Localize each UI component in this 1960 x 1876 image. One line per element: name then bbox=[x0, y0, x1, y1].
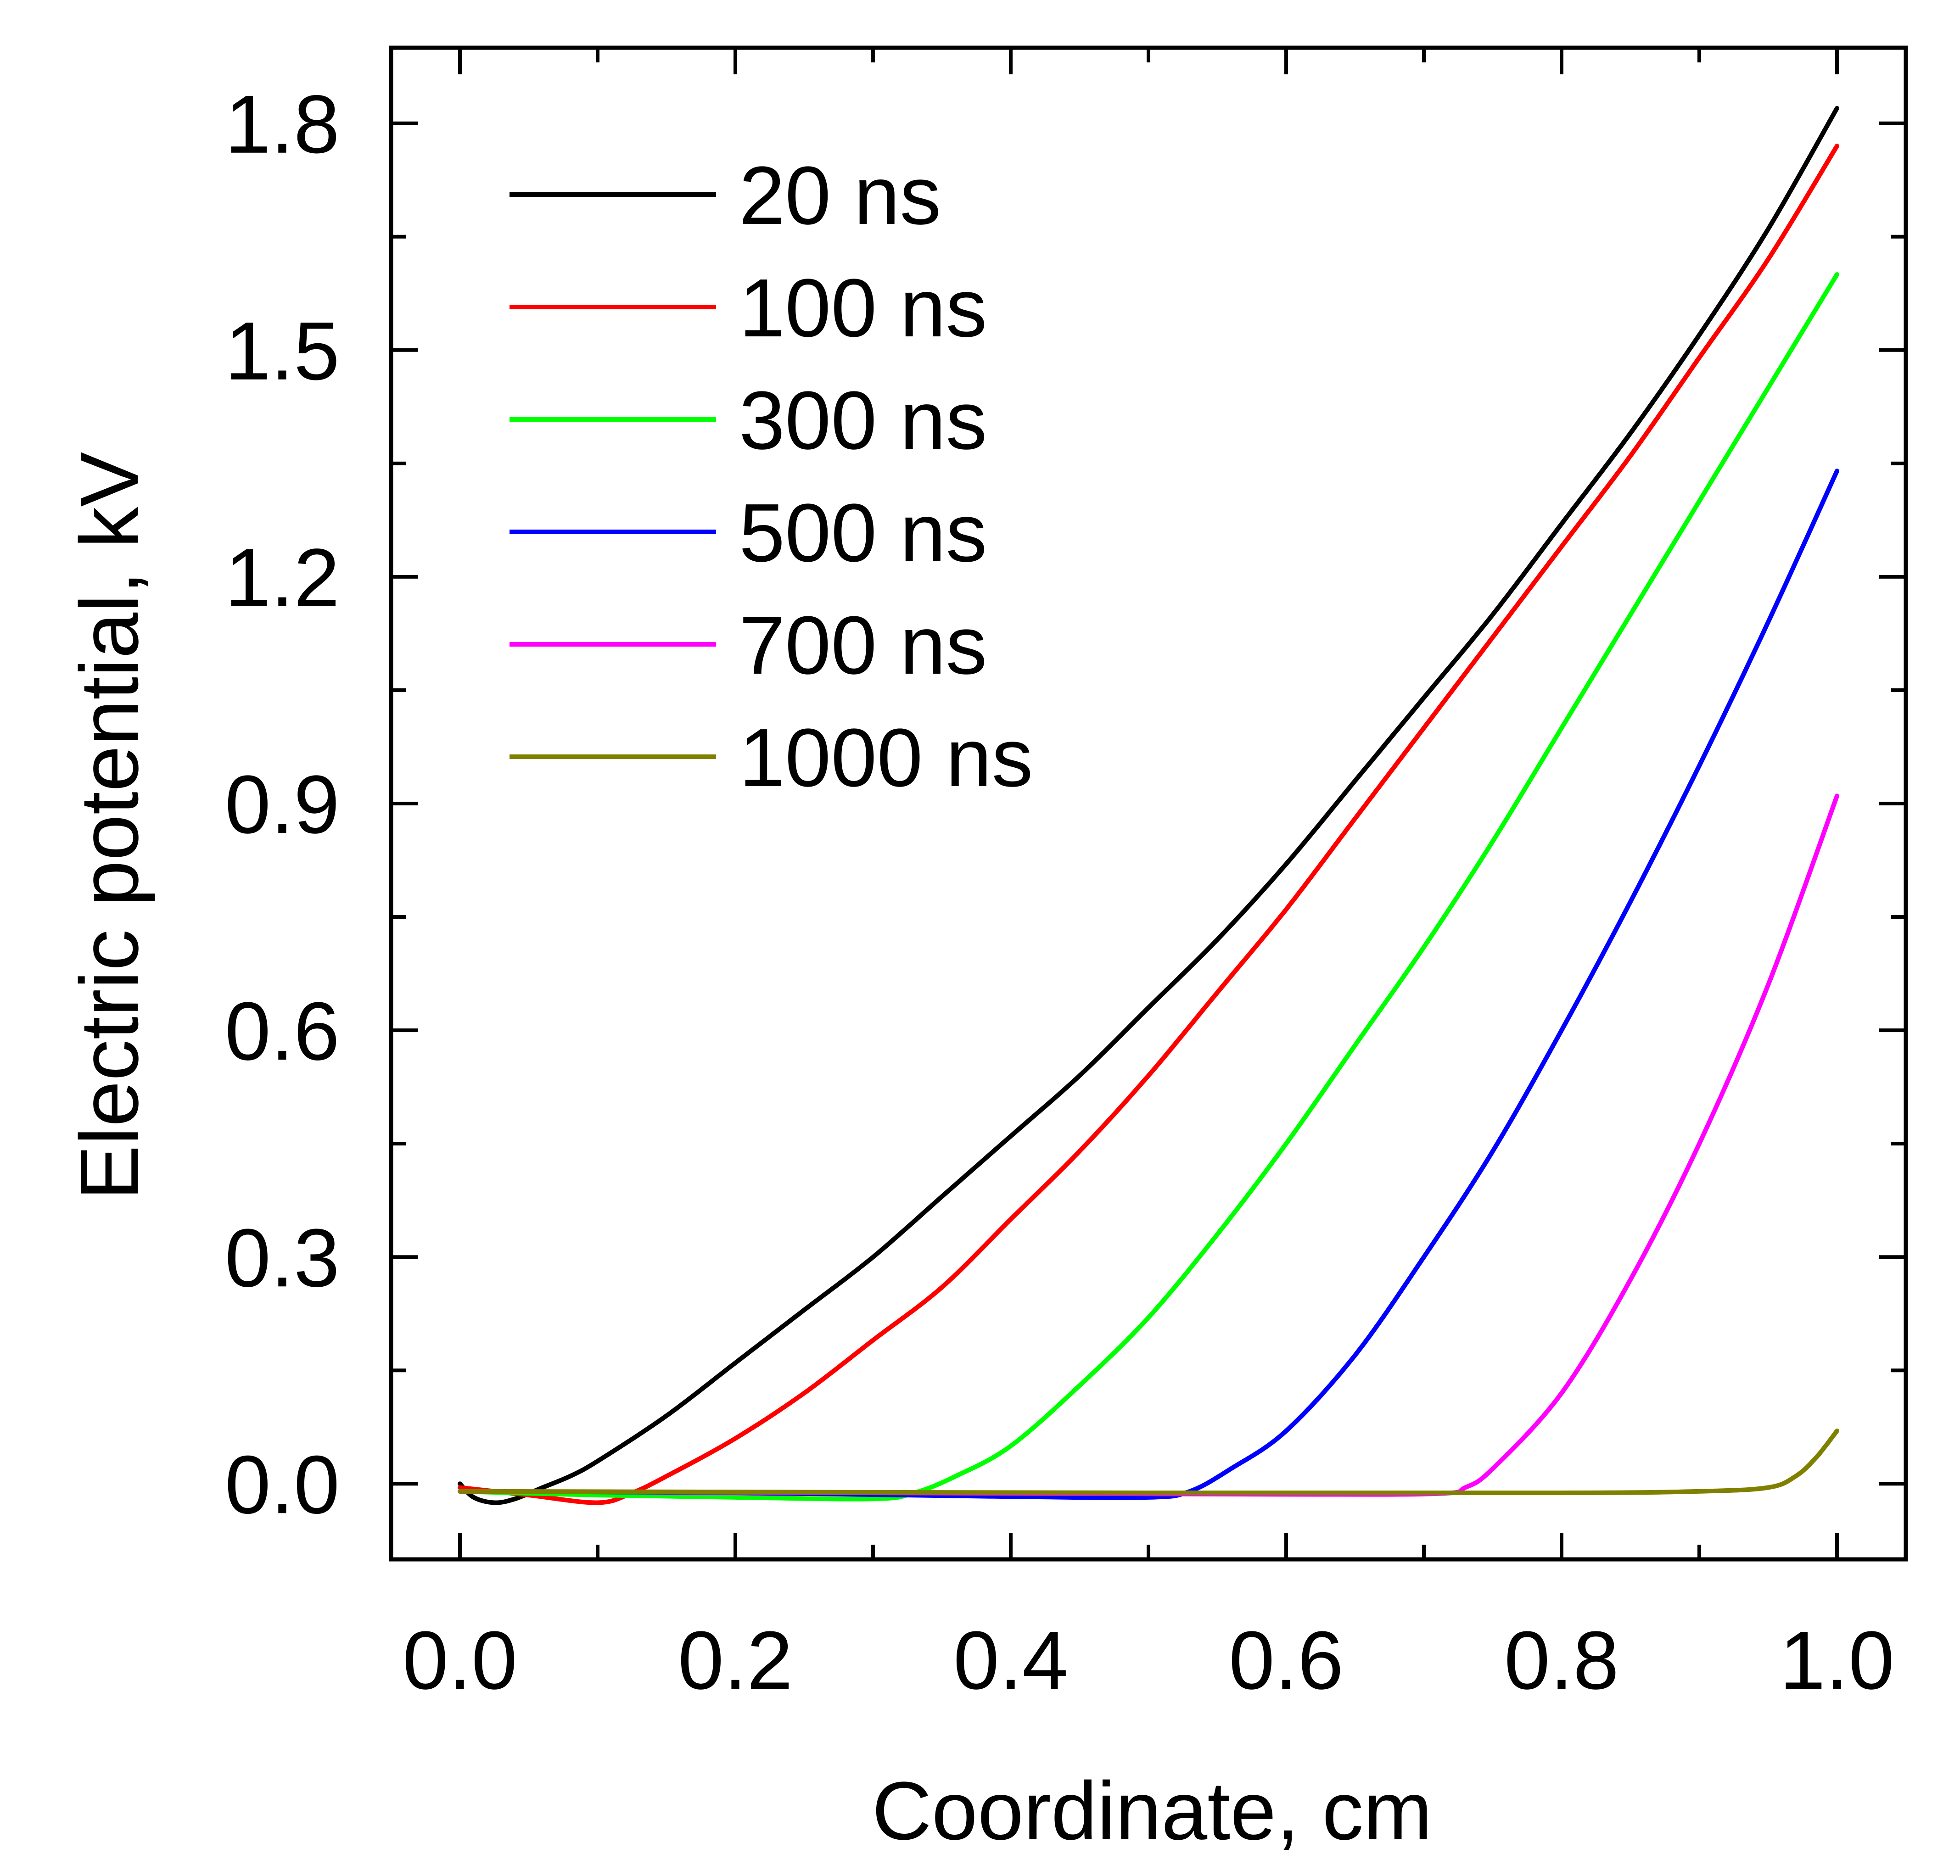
legend: 20 ns 100 ns 300 ns 500 ns 700 ns 1000 ns bbox=[510, 150, 1033, 804]
legend-label-2: 300 ns bbox=[739, 374, 987, 467]
x-tick-label-3: 0.6 bbox=[1229, 1614, 1344, 1707]
series-layer bbox=[458, 106, 1839, 1505]
x-axis-tick-labels: 0.0 0.2 0.4 0.6 0.8 1.0 bbox=[403, 1614, 1894, 1707]
y-axis-tick-labels: 0.0 0.3 0.6 0.9 1.2 1.5 1.8 bbox=[225, 78, 340, 1531]
x-tick-label-0: 0.0 bbox=[403, 1614, 517, 1707]
legend-label-1: 100 ns bbox=[739, 262, 987, 354]
x-tick-label-2: 0.4 bbox=[953, 1614, 1068, 1707]
x-axis-label: Coordinate, cm bbox=[872, 1765, 1433, 1857]
series-line-500-ns bbox=[458, 469, 1839, 1500]
axis-ticks bbox=[391, 48, 1906, 1559]
series-line-300-ns bbox=[458, 272, 1839, 1502]
series-line-20-ns bbox=[458, 106, 1839, 1505]
x-tick-label-1: 0.2 bbox=[678, 1614, 793, 1707]
y-tick-label-4: 1.2 bbox=[225, 532, 340, 624]
y-tick-label-2: 0.6 bbox=[225, 985, 340, 1078]
series-line-1000-ns bbox=[458, 1429, 1839, 1496]
x-tick-label-5: 1.0 bbox=[1780, 1614, 1894, 1707]
y-tick-label-3: 0.9 bbox=[225, 759, 340, 851]
legend-label-0: 20 ns bbox=[739, 150, 941, 242]
legend-label-5: 1000 ns bbox=[739, 712, 1033, 804]
y-tick-label-0: 0.0 bbox=[225, 1439, 340, 1531]
legend-label-4: 700 ns bbox=[739, 599, 987, 692]
y-tick-label-6: 1.8 bbox=[225, 78, 340, 171]
legend-label-3: 500 ns bbox=[739, 487, 987, 579]
series-line-100-ns bbox=[458, 144, 1839, 1505]
x-tick-label-4: 0.8 bbox=[1504, 1614, 1619, 1707]
y-tick-label-1: 0.3 bbox=[225, 1212, 340, 1304]
y-tick-label-5: 1.5 bbox=[225, 305, 340, 397]
y-axis-label: Electric potential, kV bbox=[63, 452, 156, 1200]
